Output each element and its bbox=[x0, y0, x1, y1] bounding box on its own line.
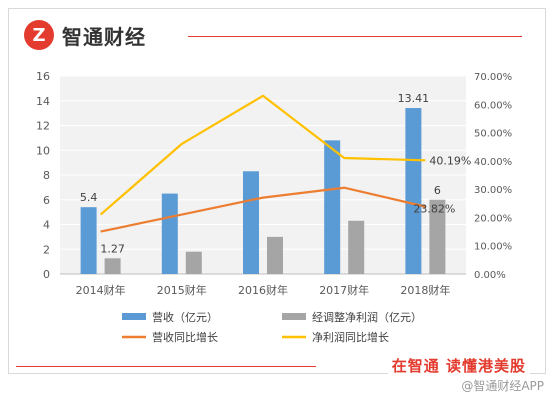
brand-logo-icon: Z bbox=[24, 20, 54, 50]
y-left-tick-label: 8 bbox=[43, 169, 50, 182]
watermark-text: @智通财经APP bbox=[461, 379, 544, 393]
y-right-tick-label: 20.00% bbox=[474, 213, 512, 224]
y-right-tick-label: 70.00% bbox=[474, 72, 512, 83]
slogan: 在智通 读懂港美股 bbox=[387, 355, 530, 376]
y-left-tick-label: 0 bbox=[43, 268, 50, 281]
y-right-tick-label: 40.00% bbox=[474, 157, 512, 168]
x-tick-label: 2018财年 bbox=[400, 283, 450, 297]
legend-swatch bbox=[122, 313, 146, 320]
brand-header: Z 智通财经 bbox=[24, 20, 146, 50]
bar bbox=[80, 207, 97, 274]
bar bbox=[104, 258, 121, 274]
footer-divider bbox=[16, 366, 316, 367]
legend-label: 净利润同比增长 bbox=[312, 330, 389, 344]
data-label: 23.82% bbox=[413, 203, 455, 216]
series-line bbox=[99, 94, 426, 216]
y-left-tick-label: 10 bbox=[36, 144, 50, 157]
y-right-tick-label: 50.00% bbox=[474, 129, 512, 140]
y-right-tick-label: 60.00% bbox=[474, 100, 512, 111]
header-divider bbox=[188, 36, 522, 37]
data-label: 13.41 bbox=[398, 92, 430, 105]
y-left-tick-label: 14 bbox=[36, 95, 50, 108]
data-label: 6 bbox=[434, 184, 441, 197]
y-left-tick-label: 6 bbox=[43, 194, 50, 207]
y-right-tick-label: 10.00% bbox=[474, 242, 512, 253]
y-left-tick-label: 4 bbox=[43, 219, 50, 232]
bar bbox=[405, 108, 422, 275]
x-tick-label: 2015财年 bbox=[157, 283, 207, 297]
y-left-tick-label: 2 bbox=[43, 243, 50, 256]
bar bbox=[429, 199, 446, 274]
data-label: 1.27 bbox=[100, 242, 125, 255]
data-label: 5.4 bbox=[80, 191, 98, 204]
brand-name: 智通财经 bbox=[62, 24, 146, 49]
y-right-tick-label: 30.00% bbox=[474, 185, 512, 196]
data-label: 40.19% bbox=[429, 154, 471, 167]
bar bbox=[243, 171, 259, 274]
legend-label: 营收同比增长 bbox=[152, 330, 218, 344]
legend-label: 经调整净利润（亿元） bbox=[312, 310, 422, 324]
bar bbox=[185, 251, 202, 274]
x-tick-label: 2016财年 bbox=[238, 283, 288, 297]
legend-label: 营收（亿元） bbox=[152, 310, 218, 324]
bar bbox=[267, 236, 283, 274]
x-tick-label: 2017财年 bbox=[319, 283, 369, 297]
x-tick-label: 2014财年 bbox=[76, 283, 126, 297]
y-left-tick-label: 12 bbox=[36, 120, 50, 133]
series-line bbox=[100, 186, 426, 233]
bar bbox=[161, 193, 178, 274]
y-right-tick-label: 0.00% bbox=[474, 270, 506, 281]
bar bbox=[324, 140, 341, 274]
legend-swatch bbox=[282, 313, 306, 320]
y-left-tick-label: 16 bbox=[36, 70, 50, 83]
bar bbox=[348, 220, 365, 274]
